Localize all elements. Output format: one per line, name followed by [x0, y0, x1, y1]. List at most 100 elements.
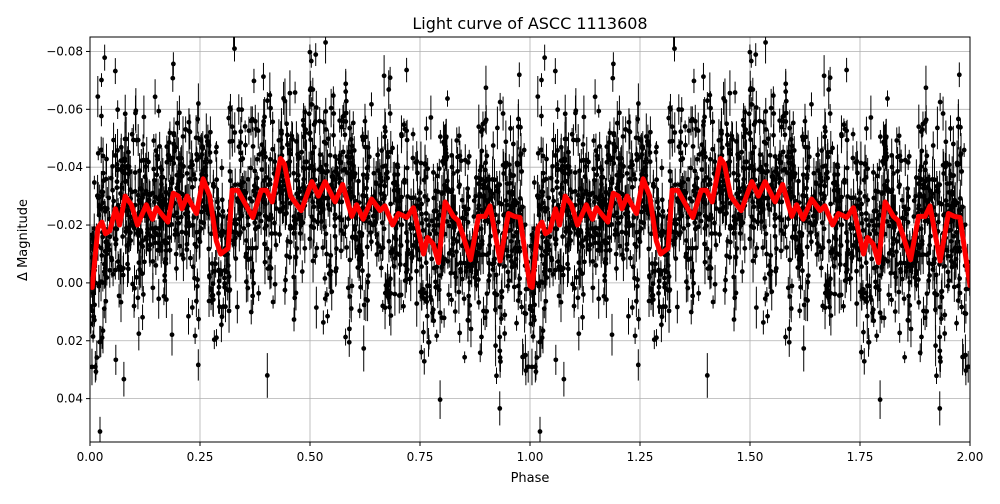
data-point — [314, 91, 319, 124]
data-marker — [259, 219, 264, 224]
data-marker — [455, 169, 460, 174]
data-point — [99, 73, 104, 87]
data-marker — [283, 288, 288, 293]
data-marker — [465, 318, 470, 323]
data-marker — [401, 304, 406, 309]
data-marker — [497, 335, 502, 340]
data-marker — [159, 244, 164, 249]
data-marker — [365, 173, 370, 178]
data-marker — [422, 359, 427, 364]
data-marker — [205, 142, 210, 147]
data-point — [102, 45, 107, 71]
data-marker — [419, 350, 424, 355]
data-marker — [283, 278, 288, 283]
data-marker — [389, 251, 394, 256]
data-point — [232, 36, 237, 62]
data-marker — [465, 186, 470, 191]
data-marker — [479, 335, 484, 340]
data-marker — [508, 181, 513, 186]
data-marker — [369, 239, 374, 244]
data-marker — [523, 368, 528, 373]
data-marker — [259, 167, 264, 172]
data-point — [190, 300, 195, 315]
data-marker — [302, 246, 307, 251]
data-marker — [424, 211, 429, 216]
data-marker — [228, 169, 233, 174]
data-point — [369, 92, 374, 116]
data-marker — [505, 284, 510, 289]
data-marker — [141, 115, 146, 120]
data-marker — [313, 52, 318, 57]
data-marker — [495, 126, 500, 131]
data-marker — [512, 260, 517, 265]
data-marker — [455, 155, 460, 160]
data-point — [484, 66, 489, 110]
data-marker — [373, 220, 378, 225]
data-marker — [297, 214, 302, 219]
data-point — [95, 76, 100, 117]
data-marker — [508, 172, 513, 177]
data-point — [382, 55, 387, 96]
data-marker — [200, 146, 205, 151]
data-marker — [104, 177, 109, 182]
data-marker — [457, 133, 462, 138]
data-marker — [194, 244, 199, 249]
data-point — [497, 326, 502, 348]
data-marker — [113, 153, 118, 158]
data-marker — [469, 327, 474, 332]
data-marker — [328, 253, 333, 258]
data-marker — [392, 292, 397, 297]
data-point — [392, 272, 397, 315]
data-marker — [162, 202, 167, 207]
data-marker — [226, 263, 231, 268]
data-marker — [349, 190, 354, 195]
data-marker — [256, 291, 261, 296]
data-point — [350, 231, 355, 243]
data-marker — [172, 148, 177, 153]
data-marker — [206, 246, 211, 251]
data-marker — [359, 233, 364, 238]
data-marker — [217, 304, 222, 309]
data-marker — [501, 171, 506, 176]
data-marker — [493, 343, 498, 348]
data-marker — [92, 180, 97, 185]
data-marker — [514, 321, 519, 326]
data-marker — [233, 236, 238, 241]
data-marker — [268, 157, 273, 162]
data-marker — [184, 247, 189, 252]
data-marker — [388, 201, 393, 206]
data-marker — [130, 132, 135, 137]
data-marker — [369, 102, 374, 107]
data-point — [141, 96, 146, 139]
data-marker — [141, 142, 146, 147]
data-marker — [502, 331, 507, 336]
data-marker — [203, 160, 208, 165]
data-marker — [186, 314, 191, 319]
data-marker — [466, 160, 471, 165]
data-marker — [519, 305, 524, 310]
data-marker — [126, 266, 131, 271]
data-marker — [99, 253, 104, 258]
data-marker — [392, 264, 397, 269]
data-marker — [381, 164, 386, 169]
data-point — [365, 234, 370, 259]
data-marker — [155, 154, 160, 159]
data-point — [523, 356, 528, 385]
data-marker — [338, 153, 343, 158]
data-marker — [416, 197, 421, 202]
data-marker — [251, 144, 256, 149]
data-marker — [434, 231, 439, 236]
data-marker — [343, 81, 348, 86]
data-marker — [284, 121, 289, 126]
data-point — [360, 127, 365, 146]
data-marker — [227, 308, 232, 313]
data-marker — [252, 79, 257, 84]
data-marker — [188, 130, 193, 135]
data-marker — [439, 315, 444, 320]
data-marker — [476, 300, 481, 305]
data-marker — [390, 146, 395, 151]
data-marker — [402, 178, 407, 183]
data-marker — [519, 169, 524, 174]
data-marker — [270, 147, 275, 152]
data-marker — [425, 198, 430, 203]
